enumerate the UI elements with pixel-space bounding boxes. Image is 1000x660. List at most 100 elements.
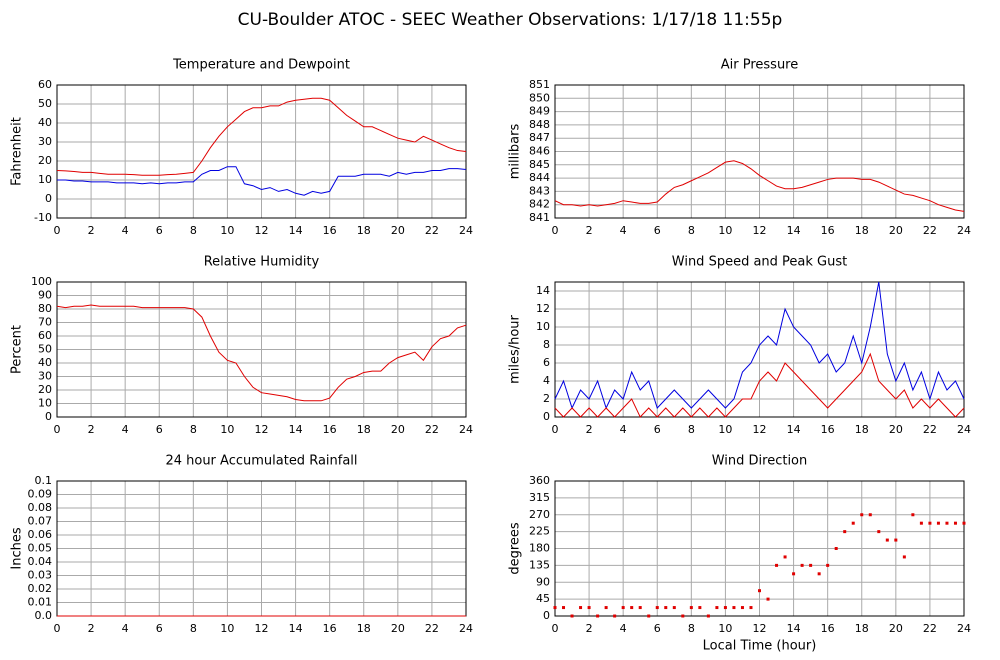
y-tick-label: 0.06 <box>28 528 53 541</box>
y-tick-label: 45 <box>536 592 550 605</box>
x-tick-label: 10 <box>718 423 732 436</box>
x-tick-label: 10 <box>220 224 234 237</box>
y-tick-label: 12 <box>536 302 550 315</box>
y-tick-label: 10 <box>38 397 52 410</box>
x-tick-label: 0 <box>54 622 61 635</box>
y-tick-label: 40 <box>38 116 52 129</box>
x-tick-label: 10 <box>718 224 732 237</box>
point <box>638 606 642 610</box>
y-tick-label: 0.03 <box>28 569 53 582</box>
series-line <box>554 160 965 212</box>
y-tick-label: 4 <box>543 374 550 387</box>
y-tick-label: 845 <box>529 158 550 171</box>
y-tick-label: 849 <box>529 105 550 118</box>
y-tick-label: 14 <box>536 284 550 297</box>
point <box>664 606 668 610</box>
y-tick-label: 135 <box>529 558 550 571</box>
y-tick-label: 360 <box>529 474 550 487</box>
y-tick-label: 0.02 <box>28 582 53 595</box>
x-tick-label: 22 <box>425 423 439 436</box>
point <box>868 513 872 517</box>
x-tick-label: 12 <box>753 622 767 635</box>
y-tick-label: 60 <box>38 78 52 91</box>
x-tick-label: 10 <box>220 423 234 436</box>
x-tick-label: 16 <box>323 622 337 635</box>
x-tick-label: 8 <box>190 423 197 436</box>
x-tick-label: 8 <box>190 622 197 635</box>
x-tick-label: 6 <box>654 423 661 436</box>
y-tick-label: 843 <box>529 184 550 197</box>
x-tick-label: 0 <box>552 224 559 237</box>
point <box>570 614 574 618</box>
point <box>877 530 881 534</box>
y-tick-label: 100 <box>31 275 52 288</box>
y-tick-label: 0 <box>543 410 550 423</box>
x-tick-label: 16 <box>821 224 835 237</box>
panel-title: Wind Speed and Peak Gust <box>672 255 847 270</box>
x-tick-label: 16 <box>323 224 337 237</box>
point <box>911 513 915 517</box>
point <box>809 563 813 567</box>
x-tick-label: 4 <box>620 423 627 436</box>
point <box>843 530 847 534</box>
x-tick-label: 10 <box>718 622 732 635</box>
x-tick-label: 14 <box>787 622 801 635</box>
x-tick-label: 16 <box>821 423 835 436</box>
point <box>902 555 906 559</box>
x-tick-label: 6 <box>654 622 661 635</box>
y-axis-label: Inches <box>10 527 25 569</box>
x-tick-label: 2 <box>88 224 95 237</box>
x-tick-label: 20 <box>391 224 405 237</box>
x-tick-label: 20 <box>889 622 903 635</box>
point <box>579 606 583 610</box>
y-tick-label: 10 <box>536 320 550 333</box>
point <box>860 513 864 517</box>
x-tick-label: 20 <box>391 423 405 436</box>
y-tick-label: 30 <box>38 135 52 148</box>
series-line <box>56 97 467 176</box>
x-tick-label: 4 <box>620 622 627 635</box>
point <box>562 606 566 610</box>
point <box>715 606 719 610</box>
y-tick-label: 30 <box>38 370 52 383</box>
y-tick-label: 0.05 <box>28 542 53 555</box>
y-tick-label: -10 <box>34 211 52 224</box>
point <box>851 521 855 525</box>
point <box>800 563 804 567</box>
point <box>885 538 889 542</box>
point <box>775 563 779 567</box>
x-tick-label: 4 <box>122 622 129 635</box>
x-tick-label: 12 <box>255 224 269 237</box>
x-tick-label: 12 <box>255 622 269 635</box>
x-tick-label: 16 <box>323 423 337 436</box>
x-tick-label: 18 <box>855 224 869 237</box>
panel-title: Relative Humidity <box>204 255 320 270</box>
y-tick-label: 10 <box>38 173 52 186</box>
panel-title: Wind Direction <box>712 454 808 469</box>
x-tick-label: 20 <box>391 622 405 635</box>
point <box>630 606 634 610</box>
x-tick-label: 22 <box>923 423 937 436</box>
y-tick-label: 0.07 <box>28 515 53 528</box>
point <box>928 521 932 525</box>
y-tick-label: 0.01 <box>28 596 53 609</box>
x-tick-label: 24 <box>459 423 473 436</box>
y-tick-label: 90 <box>38 289 52 302</box>
y-tick-label: 6 <box>543 356 550 369</box>
y-tick-label: 850 <box>529 91 550 104</box>
y-tick-label: 848 <box>529 118 550 131</box>
y-axis-label: Fahrenheit <box>10 117 25 186</box>
x-tick-label: 14 <box>289 423 303 436</box>
y-tick-label: 0.04 <box>28 555 53 568</box>
y-tick-label: 60 <box>38 329 52 342</box>
series-line <box>56 304 467 402</box>
y-tick-label: 0 <box>543 609 550 622</box>
x-tick-label: 12 <box>255 423 269 436</box>
x-tick-label: 18 <box>357 224 371 237</box>
x-tick-label: 12 <box>753 224 767 237</box>
x-tick-label: 4 <box>122 224 129 237</box>
point <box>766 597 770 601</box>
x-tick-label: 8 <box>190 224 197 237</box>
panel-title: Air Pressure <box>721 58 799 73</box>
